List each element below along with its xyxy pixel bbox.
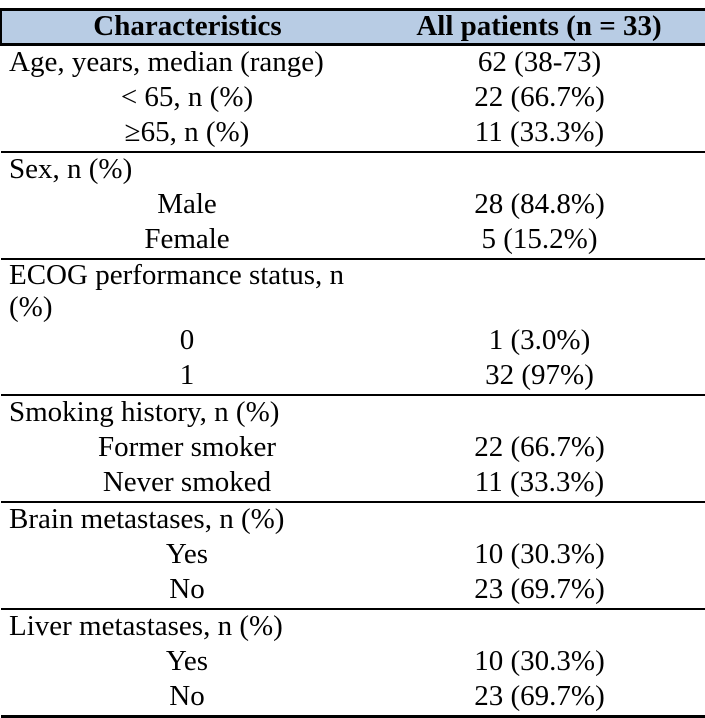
group-header-row: Sex, n (%) — [1, 150, 705, 188]
table-body: Age, years, median (range) 62 (38-73) < 65… — [1, 44, 705, 718]
value-cell: 28 (84.8%) — [474, 188, 605, 221]
group-label-cell: Brain metastases, n (%) — [1, 500, 373, 538]
characteristic-cell: 0 — [179, 324, 195, 357]
group-value-cell — [373, 393, 705, 431]
characteristic-cell: Male — [157, 188, 217, 221]
table-row: Yes 10 (30.3%) — [1, 538, 705, 573]
value-cell: 5 (15.2%) — [481, 223, 598, 256]
header-characteristics: Characteristics — [0, 8, 373, 46]
table-row: Male 28 (84.8%) — [1, 188, 705, 223]
header-row: Characteristics All patients (n = 33) — [0, 8, 705, 46]
characteristic-cell: Yes — [165, 538, 209, 571]
value-cell: 22 (66.7%) — [474, 431, 605, 464]
group-label-cell: Sex, n (%) — [1, 150, 373, 188]
characteristic-cell: Female — [144, 223, 230, 256]
group-header-row: Smoking history, n (%) — [1, 393, 705, 431]
table-row: No 23 (69.7%) — [1, 679, 705, 718]
table-row: < 65, n (%) 22 (66.7%) — [1, 81, 705, 116]
group-value-cell — [373, 150, 705, 188]
group-label-cell: Liver metastases, n (%) — [1, 607, 373, 645]
group-header-row: Liver metastases, n (%) — [1, 607, 705, 645]
group-value-cell — [373, 500, 705, 538]
group-label-cell: Smoking history, n (%) — [1, 393, 373, 431]
characteristic-cell: ≥65, n (%) — [124, 116, 250, 149]
group-value-cell — [373, 257, 705, 324]
table-row: 1 32 (97%) — [1, 359, 705, 395]
value-cell: 10 (30.3%) — [474, 645, 605, 678]
table-row: Yes 10 (30.3%) — [1, 645, 705, 680]
value-cell: 11 (33.3%) — [474, 466, 605, 499]
group-header-row: Brain metastases, n (%) — [1, 500, 705, 538]
header-all-patients: All patients (n = 33) — [373, 8, 705, 46]
characteristic-cell: Former smoker — [98, 431, 276, 464]
characteristic-cell: Yes — [165, 645, 209, 678]
table-row: Former smoker 22 (66.7%) — [1, 431, 705, 466]
value-cell: 23 (69.7%) — [474, 573, 605, 606]
table-row: 0 1 (3.0%) — [1, 324, 705, 359]
value-cell: 22 (66.7%) — [474, 81, 605, 114]
value-cell: 10 (30.3%) — [474, 538, 605, 571]
value-cell: 32 (97%) — [485, 359, 594, 392]
characteristic-cell: No — [1, 679, 373, 718]
table-row: Female 5 (15.2%) — [1, 223, 705, 259]
value-cell: 23 (69.7%) — [373, 679, 705, 718]
group-label-cell: ECOG performance status, n (%) — [1, 257, 373, 324]
group-value-cell — [373, 607, 705, 645]
group-header-row: ECOG performance status, n (%) — [1, 257, 705, 324]
patient-characteristics-table: Characteristics All patients (n = 33) Ag… — [0, 8, 705, 718]
table-row: No 23 (69.7%) — [1, 573, 705, 609]
table-row: ≥65, n (%) 11 (33.3%) — [1, 116, 705, 152]
characteristic-cell: Never smoked — [102, 466, 272, 499]
value-cell: 1 (3.0%) — [488, 324, 591, 357]
characteristic-cell: < 65, n (%) — [120, 81, 254, 114]
group-value-cell: 62 (38-73) — [477, 46, 602, 79]
value-cell: 11 (33.3%) — [474, 116, 605, 149]
group-label-cell: Age, years, median (range) — [9, 46, 324, 79]
group-header-row: Age, years, median (range) 62 (38-73) — [1, 44, 705, 81]
characteristic-cell: 1 — [179, 359, 195, 392]
characteristic-cell: No — [169, 573, 205, 606]
table-row: Never smoked 11 (33.3%) — [1, 466, 705, 502]
